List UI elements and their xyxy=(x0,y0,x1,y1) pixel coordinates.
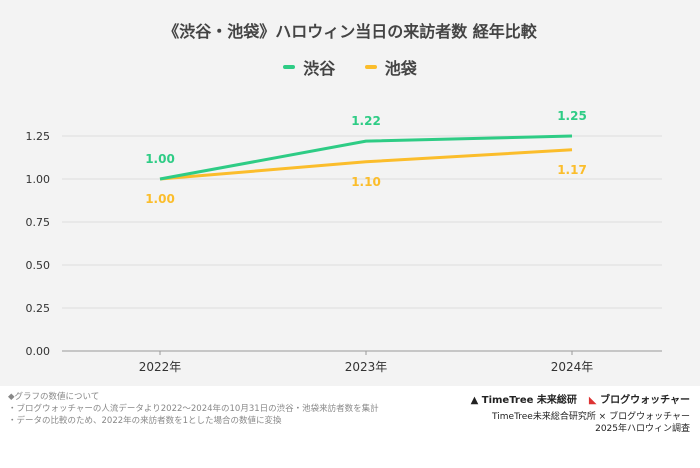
blogwatcher-logo: ◣ ブログウォッチャー xyxy=(589,395,690,407)
y-tick-label: 0.75 xyxy=(26,216,51,229)
legend-swatch xyxy=(283,65,296,69)
y-tick-label: 0.50 xyxy=(26,259,51,272)
data-label: 1.00 xyxy=(145,152,175,166)
credit-line: TimeTree未来総合研究所 × ブログウォッチャー xyxy=(492,412,690,422)
x-tick-label: 2023年 xyxy=(345,360,388,374)
series-line-池袋 xyxy=(159,148,573,181)
legend: 渋谷 池袋 xyxy=(0,54,700,79)
note-line: ・ブログウォッチャーの人流データより2022～2024年の10月31日の渋谷・池… xyxy=(8,404,379,414)
legend-swatch xyxy=(364,65,377,69)
chart-title: 《渋谷・池袋》ハロウィン当日の来訪者数 経年比較 xyxy=(163,22,537,41)
chart-background xyxy=(0,0,700,386)
timetree-logo: ▲ TimeTree 未来総研 xyxy=(470,395,577,406)
logo-text: ブログウォッチャー xyxy=(600,395,690,406)
x-tick-label: 2024年 xyxy=(551,360,594,374)
logo-text: TimeTree 未来総研 xyxy=(481,395,577,406)
y-tick-label: 0.00 xyxy=(26,345,51,358)
y-tick-label: 1.25 xyxy=(26,130,51,143)
plot-area: 0.00 0.25 0.50 0.75 1.00 1.25 2022年 2023年 2024年 1… xyxy=(26,109,662,374)
legend-label: 渋谷 xyxy=(303,59,336,78)
data-label: 1.22 xyxy=(351,114,381,128)
data-label: 1.17 xyxy=(557,163,587,177)
footer-credits: ▲ TimeTree 未来総研 ◣ ブログウォッチャー TimeTree未来総合… xyxy=(471,395,690,435)
credit-line: 2025年ハロウィン調査 xyxy=(595,424,690,434)
legend-item-shibuya: 渋谷 xyxy=(283,55,335,79)
x-tick-label: 2022年 xyxy=(139,360,182,374)
footer-notes: ◆グラフの数値について ・ブログウォッチャーの人流データより2022～2024年… xyxy=(8,391,379,427)
data-label: 1.00 xyxy=(145,192,175,206)
data-label: 1.25 xyxy=(557,109,587,123)
legend-item-ikebukuro: 池袋 xyxy=(364,55,417,79)
y-tick-label: 0.25 xyxy=(26,302,51,315)
note-heading: ◆グラフの数値について xyxy=(8,392,100,402)
y-tick-label: 1.00 xyxy=(26,173,51,186)
series-line-渋谷 xyxy=(159,134,573,181)
data-label: 1.10 xyxy=(351,175,381,189)
legend-label: 池袋 xyxy=(384,59,417,78)
note-line: ・データの比較のため、2022年の来訪者数を1とした場合の数値に変換 xyxy=(8,416,282,426)
signal-icon: ◣ xyxy=(588,395,597,406)
